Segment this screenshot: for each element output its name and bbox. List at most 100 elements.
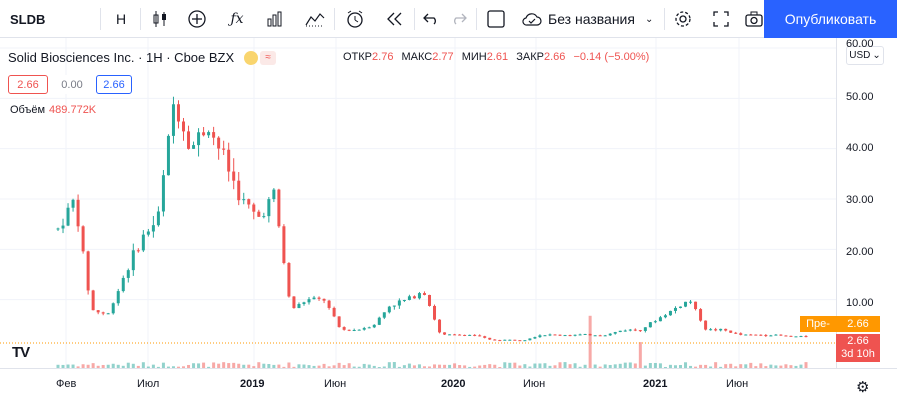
volume-bar	[297, 364, 301, 368]
volume-bar	[633, 363, 637, 368]
candle-body	[327, 300, 331, 308]
camera-icon[interactable]	[744, 0, 764, 38]
volume-bar	[131, 363, 135, 368]
volume-bar	[563, 362, 567, 368]
indicators-add-icon[interactable]	[180, 0, 214, 38]
volume-legend[interactable]: Объём 489.772K	[10, 104, 96, 116]
volume-bar	[71, 364, 75, 368]
volume-bar	[407, 363, 411, 368]
redo-icon[interactable]	[446, 0, 472, 38]
candle-body	[598, 335, 602, 337]
candle-body	[739, 333, 743, 335]
volume-bar	[197, 363, 201, 368]
volume-bar	[538, 363, 542, 368]
volume-bar	[588, 315, 592, 368]
volume-bar	[488, 364, 492, 368]
candle-body	[337, 316, 341, 328]
compare-icon[interactable]	[298, 0, 332, 38]
candle-body	[804, 336, 808, 338]
volume-bar	[187, 364, 191, 368]
candle-body	[106, 313, 110, 315]
candle-body	[603, 335, 607, 337]
undo-icon[interactable]	[418, 0, 444, 38]
candles	[56, 96, 808, 342]
fx-icon[interactable]: ƒx	[230, 11, 244, 27]
volume-bar	[478, 365, 482, 368]
volume-bar	[417, 364, 421, 368]
gear-icon[interactable]: ⚙	[856, 379, 870, 396]
currency-label: USD	[849, 50, 871, 61]
candle-body	[648, 322, 652, 328]
candle-body	[302, 302, 306, 305]
candle-body	[81, 226, 85, 252]
buy-price-button[interactable]: 2.66	[96, 75, 132, 94]
price-tick: 50.00	[846, 91, 874, 103]
ohlc-close-label: ЗАКР	[516, 51, 544, 63]
legend-title[interactable]: Solid Biosciences Inc. · 1H · Cboe BZX ≈	[8, 50, 277, 65]
volume-bar	[317, 365, 321, 368]
price-tick: 60.00	[846, 38, 874, 50]
legend-ohlc: ОТКР2.76 МАКС2.77 МИН2.61 ЗАКР2.66 −0.14…	[343, 51, 649, 63]
candle-body	[382, 312, 386, 318]
volume-bar	[583, 364, 587, 368]
data-delay-icon: ≈	[260, 50, 277, 65]
fullscreen-select-icon[interactable]	[480, 0, 512, 38]
volume-bar	[543, 363, 547, 368]
candle-body	[694, 301, 698, 310]
publish-button[interactable]: Опубликовать	[764, 0, 897, 38]
volume-bar	[638, 342, 642, 368]
candle-body	[362, 328, 366, 330]
tradingview-logo[interactable]: TV	[12, 344, 30, 361]
volume-bar	[182, 366, 186, 368]
candle-body	[658, 317, 662, 322]
volume-bar	[448, 364, 452, 368]
price-tick: 10.00	[846, 297, 874, 309]
layout-menu-button[interactable]: Без названия ⌄	[518, 0, 662, 38]
candle-body	[563, 335, 567, 337]
currency-selector[interactable]: USD ⌄	[846, 46, 884, 65]
symbol-search[interactable]: SLDB	[10, 11, 46, 27]
candle-body	[518, 340, 522, 342]
candle-body	[709, 329, 713, 331]
candle-body	[141, 234, 145, 251]
last-price-label: 2.66 3d 10h	[836, 334, 880, 362]
time-axis[interactable]	[0, 368, 897, 402]
volume-bar	[453, 363, 457, 368]
candle-body	[156, 211, 160, 226]
volume-bar	[422, 366, 426, 368]
candle-body	[678, 306, 682, 308]
volume-bar	[689, 365, 693, 368]
replay-icon[interactable]	[378, 0, 412, 38]
candle-body	[573, 334, 577, 336]
price-axis[interactable]	[836, 38, 897, 368]
volume-bar	[302, 364, 306, 368]
candle-body	[508, 339, 512, 341]
candle-body	[397, 300, 401, 306]
volume-bar	[402, 365, 406, 368]
volume-bar	[643, 365, 647, 368]
gear-icon[interactable]	[668, 0, 698, 38]
volume-bar	[493, 364, 497, 368]
candle-body	[66, 207, 70, 226]
volume-bar	[764, 366, 768, 368]
volume-bar	[382, 366, 386, 368]
candles-icon[interactable]	[144, 0, 176, 38]
volume-bar	[217, 363, 221, 368]
fullscreen-icon[interactable]	[706, 0, 736, 38]
ohlc-low-value: 2.61	[486, 51, 509, 63]
financials-icon[interactable]	[258, 0, 292, 38]
sell-price-button[interactable]: 2.66	[8, 75, 48, 94]
interval-button[interactable]: H	[115, 11, 127, 27]
volume-bar	[684, 362, 688, 368]
time-tick: Июл	[137, 378, 160, 390]
candle-body	[187, 131, 191, 149]
candle-body	[448, 334, 452, 336]
alert-clock-icon[interactable]	[338, 0, 372, 38]
price-chart[interactable]	[0, 38, 836, 368]
candle-body	[663, 315, 667, 318]
volume-bar	[648, 363, 652, 368]
volume-bar	[227, 363, 231, 368]
candle-body	[217, 137, 221, 149]
candle-body	[96, 310, 100, 313]
volume-bar	[804, 362, 808, 368]
